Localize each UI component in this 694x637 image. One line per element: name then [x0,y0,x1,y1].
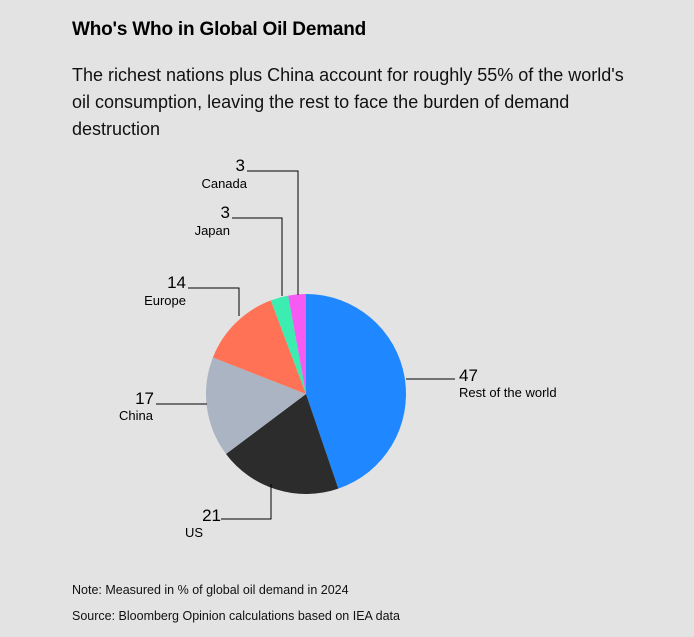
chart-note: Note: Measured in % of global oil demand… [72,583,349,597]
leader-line [221,484,272,520]
slice-name-label: Rest of the world [459,385,557,400]
pie-slice-canada [288,294,306,394]
chart-source: Source: Bloomberg Opinion calculations b… [72,609,400,623]
pie-slices [206,294,406,494]
slice-name-label: Canada [201,176,247,191]
slice-value-label: 3 [221,203,230,222]
slice-value-label: 3 [236,156,245,175]
slice-name-label: US [185,525,203,540]
slice-name-label: Europe [144,293,186,308]
slice-value-label: 14 [167,273,186,292]
leader-line [232,217,283,296]
pie-slice-china [206,357,306,454]
leader-line [188,287,240,316]
slice-value-label: 17 [135,389,154,408]
chart-subtitle: The richest nations plus China account f… [72,65,624,139]
leader-lines [156,170,455,520]
pie-slice-japan [270,295,306,394]
slice-name-label: China [119,408,154,423]
pie-slice-rest-of-the-world [306,294,406,489]
leader-line [247,170,299,295]
pie-slice-us [225,394,339,494]
slice-value-label: 47 [459,366,478,385]
slice-name-label: Japan [195,223,230,238]
pie-slice-europe [212,300,306,394]
chart-title: Who's Who in Global Oil Demand [72,19,367,40]
slice-value-label: 21 [202,506,221,525]
